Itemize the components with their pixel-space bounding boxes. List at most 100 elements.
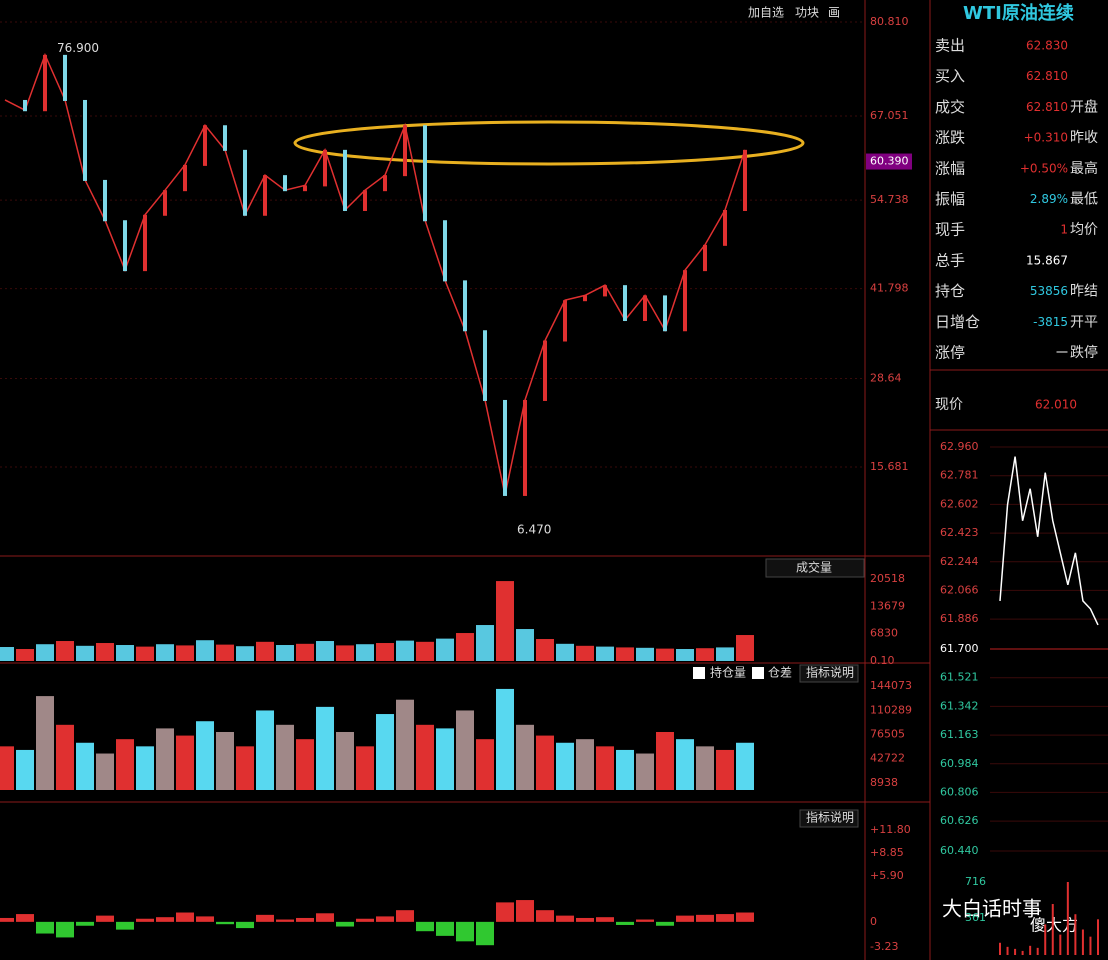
checkbox[interactable]	[752, 667, 764, 679]
macd-bar	[136, 918, 154, 922]
macd-bar	[276, 919, 294, 922]
position-bar	[716, 749, 734, 790]
checkbox[interactable]	[693, 667, 705, 679]
candle	[503, 399, 507, 496]
mini-vol-tick: 716	[965, 875, 986, 888]
volume-bar	[656, 648, 674, 661]
volume-bar	[56, 641, 74, 661]
y-tick-label: -3.23	[870, 940, 898, 953]
position-bar	[536, 735, 554, 790]
quote-extra: 跌停	[1070, 344, 1098, 361]
button-label[interactable]: 指标说明	[806, 665, 854, 680]
button-label[interactable]: 指标说明	[806, 810, 854, 825]
position-bar	[276, 724, 294, 790]
now-label: 现价	[935, 397, 963, 413]
mini-tick-label: 60.806	[940, 785, 979, 798]
quote-value: +0.50%	[1020, 161, 1068, 175]
macd-bar	[476, 921, 494, 946]
toolbar-item[interactable]: 功块	[795, 6, 819, 20]
volume-bar	[576, 645, 594, 661]
macd-bar	[676, 915, 694, 922]
candle	[743, 149, 747, 211]
toolbar[interactable]: 加自选 功块 画	[748, 6, 840, 20]
quote-value: -3815	[1033, 315, 1068, 329]
mini-vol-bar	[1059, 934, 1062, 955]
macd-bar	[96, 915, 114, 922]
volume-tab[interactable]	[765, 558, 865, 578]
volume-bar	[336, 645, 354, 661]
y-tick-label: 0.10	[870, 654, 895, 667]
quote-value: +0.310	[1024, 131, 1068, 145]
volume-bar	[156, 644, 174, 661]
y-tick-label: 110289	[870, 703, 912, 716]
quote-value: 15.867	[1026, 253, 1068, 267]
position-bar	[136, 746, 154, 790]
position-bar	[16, 749, 34, 790]
volume-bar	[216, 644, 234, 661]
macd-bar	[376, 916, 394, 922]
position-bar	[236, 746, 254, 790]
position-bar	[416, 724, 434, 790]
candle	[183, 164, 187, 192]
y-tick-label: 54.738	[870, 193, 909, 206]
mini-vol-bar	[999, 942, 1001, 955]
position-bar	[356, 746, 374, 790]
position-bar	[156, 728, 174, 790]
macd-bar	[256, 914, 274, 922]
candle	[123, 220, 127, 272]
candle	[83, 99, 87, 181]
candle	[203, 125, 207, 166]
volume-bar	[516, 629, 534, 661]
mini-tick-label: 60.440	[940, 844, 979, 857]
low-label: 6.470	[517, 523, 551, 537]
volume-bar	[636, 647, 654, 661]
position-bar	[516, 724, 534, 790]
position-bar	[476, 739, 494, 790]
candle	[23, 99, 27, 112]
position-bar	[96, 753, 114, 790]
y-tick-label: 0	[870, 915, 877, 928]
candle	[143, 214, 147, 272]
position-bar	[176, 735, 194, 790]
position-bar	[736, 742, 754, 790]
macd-bar	[0, 917, 14, 922]
candle	[623, 285, 627, 322]
check-label[interactable]: 仓差	[768, 666, 792, 680]
volume-bar	[696, 648, 714, 661]
candle	[243, 149, 247, 216]
button[interactable]	[799, 809, 859, 828]
position-bar	[76, 742, 94, 790]
volume-bar	[616, 647, 634, 661]
candle	[723, 209, 727, 246]
macd-bar	[336, 921, 354, 927]
volume-bar	[196, 640, 214, 661]
quote-value: 62.810	[1026, 69, 1068, 83]
y-tick-label: 42722	[870, 752, 905, 765]
candle	[563, 300, 567, 342]
position-bar	[616, 749, 634, 790]
mini-vol-bar	[1051, 904, 1054, 955]
position-bar	[576, 739, 594, 790]
mini-tick-label: 61.163	[940, 728, 979, 741]
mini-tick-label: 62.602	[940, 497, 979, 510]
position-bar	[496, 688, 514, 790]
volume-bar	[596, 646, 614, 661]
quote-label: 振幅	[935, 190, 965, 208]
quote-label: 日增仓	[935, 313, 980, 331]
quote-extra: 昨收	[1070, 130, 1098, 146]
volume-title: 成交量	[796, 560, 832, 575]
macd-bar	[536, 910, 554, 922]
toolbar-item[interactable]: 加自选	[748, 6, 784, 20]
y-tick-label: 76505	[870, 728, 905, 741]
y-tick-label: 144073	[870, 679, 912, 692]
candle	[403, 125, 407, 177]
candle	[263, 175, 267, 216]
candle	[43, 54, 47, 112]
quote-label: 持仓	[935, 282, 965, 300]
quote-value: 一	[1056, 346, 1068, 360]
check-label[interactable]: 持仓量	[710, 665, 746, 680]
toolbar-item[interactable]: 画	[828, 6, 840, 20]
y-tick-label: 15.681	[870, 460, 909, 473]
button[interactable]	[799, 664, 859, 683]
